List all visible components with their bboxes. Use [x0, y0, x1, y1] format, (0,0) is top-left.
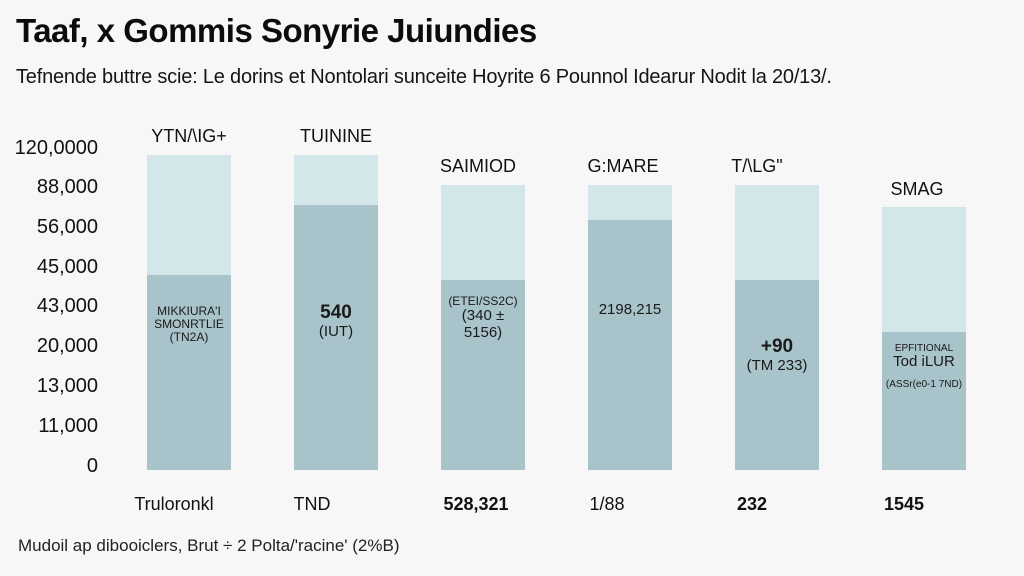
bar-2[interactable]: 540 (IUT): [294, 155, 378, 470]
bar-annotation-line: MIKKIURA'I: [157, 304, 221, 318]
x-tick-label: Truloronkl: [134, 494, 214, 514]
bar-5[interactable]: +90 (TM 233): [735, 185, 819, 470]
x-tick-label: 1/88: [589, 494, 625, 514]
bar-1[interactable]: MIKKIURA'I SMONRTLIE (TN2A): [147, 155, 231, 470]
bar-3[interactable]: (ETEI/SS2C) (340 ± 5156): [441, 185, 525, 470]
bar-segment-upper: [147, 155, 231, 275]
y-tick-label: 120,0000: [14, 137, 98, 159]
category-label: SAIMIOD: [439, 156, 517, 176]
bar-6[interactable]: EPFITIONAL Tod iLUR (ASSr(e0-1 7ND): [882, 207, 966, 470]
category-label: T/\LG": [731, 156, 783, 176]
bar-segment-upper: [588, 185, 672, 220]
y-tick-label: 43,000: [36, 295, 98, 317]
x-tick-label: 232: [736, 494, 768, 514]
chart-title: Taaf, x Gommis Sonyrie Juiundies: [16, 12, 537, 49]
bar-annotation-line: (TM 233): [746, 356, 808, 374]
bar-4[interactable]: 2198,215: [588, 185, 672, 470]
y-tick-label: 11,000: [38, 415, 98, 437]
bar-annotation-line: (ASSr(e0-1 7ND): [885, 378, 963, 390]
bar-segment-upper: [882, 207, 966, 332]
y-tick-label: 0: [86, 455, 98, 477]
bar-annotation-line: +90: [760, 336, 794, 357]
bar-annotation: (ETEI/SS2C) (340 ± 5156): [441, 294, 525, 341]
y-tick-label: 20,000: [36, 335, 98, 357]
category-label: SMAG: [890, 179, 944, 199]
x-tick-label: 1545: [883, 494, 925, 514]
bar-segment-lower: [882, 332, 966, 470]
y-tick-label: 88,000: [36, 176, 98, 198]
y-tick-label: 13,000: [36, 375, 98, 397]
bar-annotation: EPFITIONAL Tod iLUR (ASSr(e0-1 7ND): [882, 343, 966, 390]
x-tick-label: 528,321: [443, 494, 509, 514]
category-label: G:MARE: [587, 156, 659, 176]
bar-annotation-line: EPFITIONAL: [894, 343, 954, 354]
bar-annotation: 540 (IUT): [294, 302, 378, 340]
bar-segment-lower: [735, 280, 819, 470]
category-label: YTN/\IG+: [151, 126, 227, 146]
bar-annotation-line: (IUT): [318, 322, 354, 340]
bar-segment-lower: [147, 275, 231, 470]
x-tick-label: TND: [293, 494, 331, 514]
bar-segment-upper: [294, 155, 378, 205]
bar-segment-lower: [588, 220, 672, 470]
bar-annotation-line: Tod iLUR: [893, 353, 955, 370]
bar-annotation: 2198,215: [588, 301, 672, 319]
bar-annotation-line: SMONRTLIE: [154, 317, 224, 332]
bar-segment-upper: [735, 185, 819, 280]
category-label: TUININE: [300, 126, 372, 146]
bar-segment-lower: [441, 280, 525, 470]
bar-annotation-line: 2198,215: [598, 301, 662, 318]
bar-annotation: +90 (TM 233): [735, 336, 819, 374]
y-tick-label: 56,000: [36, 216, 98, 238]
y-tick-label: 45,000: [36, 256, 98, 278]
bar-annotation: MIKKIURA'I SMONRTLIE (TN2A): [147, 304, 231, 345]
footnote: Mudoil ap dibooiclers, Brut ÷ 2 Polta/'r…: [18, 536, 400, 555]
bar-segment-lower: [294, 205, 378, 470]
bar-annotation-line: 540: [320, 302, 352, 323]
bar-annotation-line: (340 ± 5156): [461, 307, 505, 341]
bar-segment-upper: [441, 185, 525, 280]
bar-annotation-line: (TN2A): [169, 330, 209, 345]
bar-annotation-line: (ETEI/SS2C): [448, 294, 518, 308]
chart-subtitle: Tefnende buttre scie: Le dorins et Nonto…: [16, 66, 832, 88]
